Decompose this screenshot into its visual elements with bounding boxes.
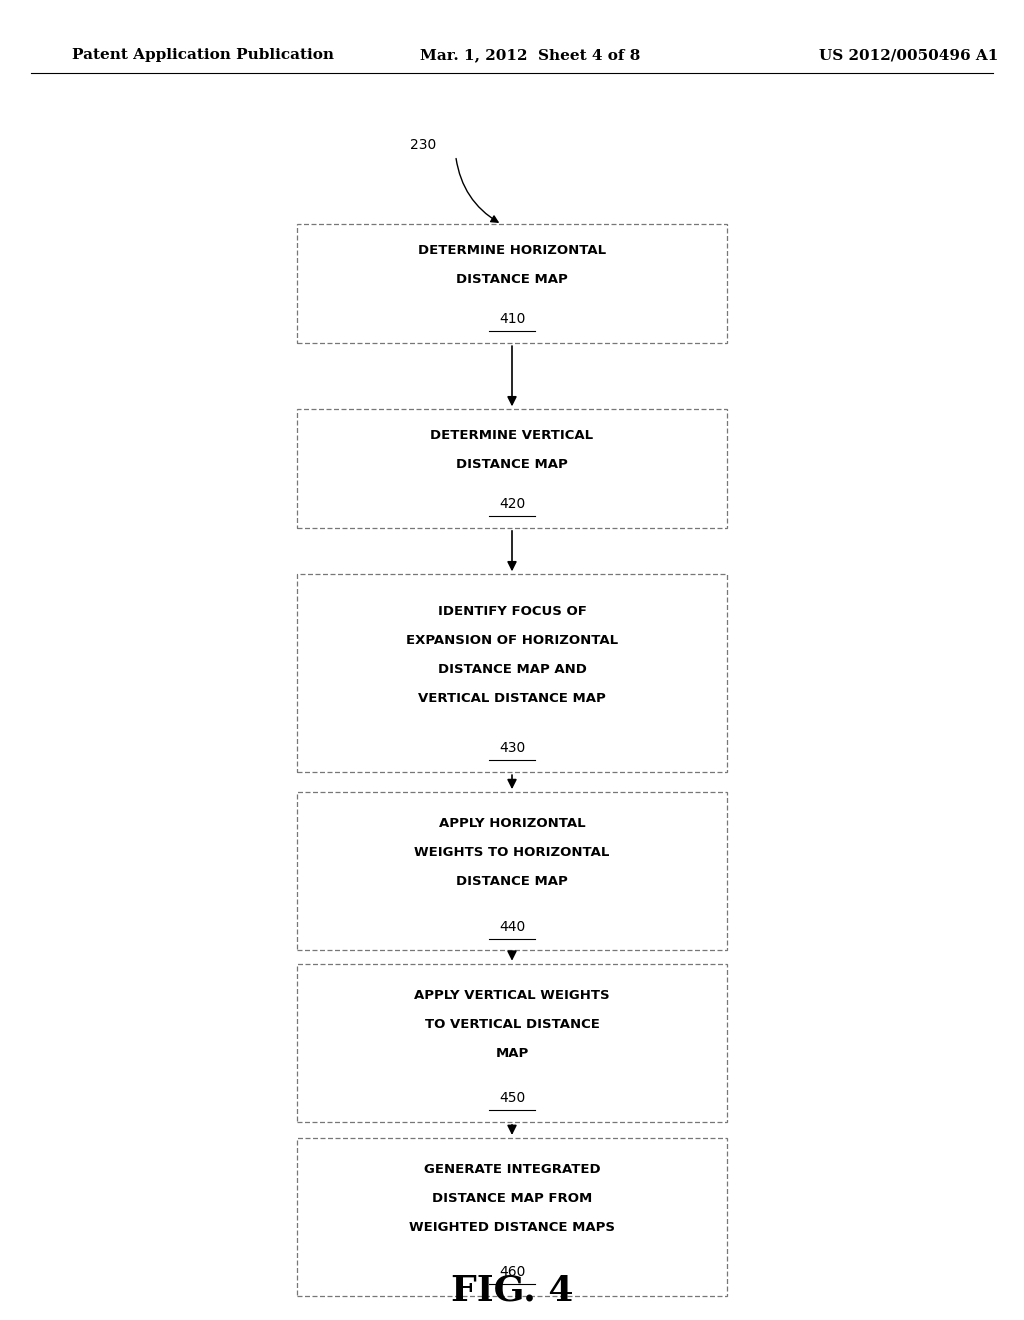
FancyBboxPatch shape (297, 792, 727, 950)
Text: 460: 460 (499, 1266, 525, 1279)
Text: DISTANCE MAP: DISTANCE MAP (456, 458, 568, 471)
Text: WEIGHTED DISTANCE MAPS: WEIGHTED DISTANCE MAPS (409, 1221, 615, 1234)
FancyBboxPatch shape (297, 409, 727, 528)
Text: Mar. 1, 2012  Sheet 4 of 8: Mar. 1, 2012 Sheet 4 of 8 (420, 49, 640, 62)
Text: DISTANCE MAP FROM: DISTANCE MAP FROM (432, 1192, 592, 1205)
Text: MAP: MAP (496, 1047, 528, 1060)
Text: Patent Application Publication: Patent Application Publication (72, 49, 334, 62)
Text: DISTANCE MAP: DISTANCE MAP (456, 875, 568, 888)
Text: APPLY VERTICAL WEIGHTS: APPLY VERTICAL WEIGHTS (414, 989, 610, 1002)
Text: GENERATE INTEGRATED: GENERATE INTEGRATED (424, 1163, 600, 1176)
FancyBboxPatch shape (297, 964, 727, 1122)
Text: WEIGHTS TO HORIZONTAL: WEIGHTS TO HORIZONTAL (415, 846, 609, 859)
Text: 230: 230 (410, 139, 436, 152)
Text: DETERMINE HORIZONTAL: DETERMINE HORIZONTAL (418, 244, 606, 257)
Text: APPLY HORIZONTAL: APPLY HORIZONTAL (438, 817, 586, 830)
Text: 420: 420 (499, 498, 525, 511)
Text: VERTICAL DISTANCE MAP: VERTICAL DISTANCE MAP (418, 692, 606, 705)
Text: DISTANCE MAP: DISTANCE MAP (456, 273, 568, 286)
Text: EXPANSION OF HORIZONTAL: EXPANSION OF HORIZONTAL (406, 634, 618, 647)
Text: IDENTIFY FOCUS OF: IDENTIFY FOCUS OF (437, 605, 587, 618)
FancyBboxPatch shape (297, 224, 727, 343)
FancyBboxPatch shape (297, 1138, 727, 1296)
Text: FIG. 4: FIG. 4 (451, 1274, 573, 1308)
Text: TO VERTICAL DISTANCE: TO VERTICAL DISTANCE (425, 1018, 599, 1031)
FancyBboxPatch shape (297, 574, 727, 772)
Text: DETERMINE VERTICAL: DETERMINE VERTICAL (430, 429, 594, 442)
Text: DISTANCE MAP AND: DISTANCE MAP AND (437, 663, 587, 676)
Text: 430: 430 (499, 742, 525, 755)
Text: 410: 410 (499, 313, 525, 326)
Text: 440: 440 (499, 920, 525, 933)
Text: US 2012/0050496 A1: US 2012/0050496 A1 (819, 49, 998, 62)
Text: 450: 450 (499, 1092, 525, 1105)
